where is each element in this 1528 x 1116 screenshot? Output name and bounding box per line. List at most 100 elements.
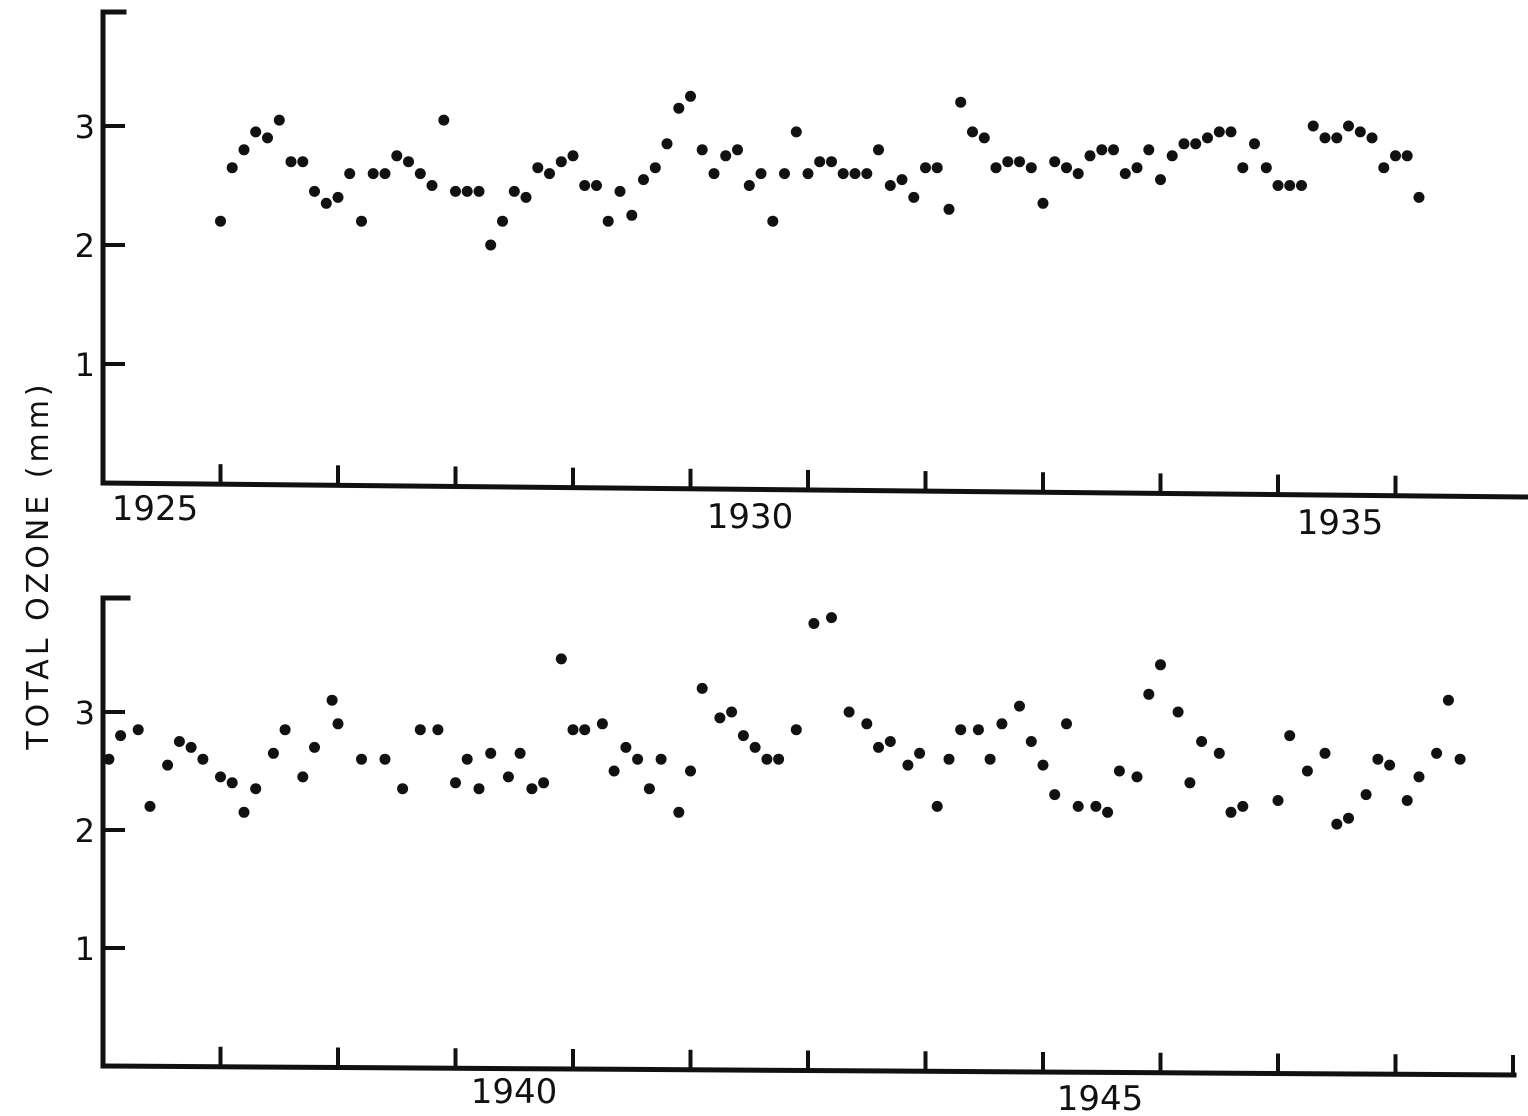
data-point	[1284, 180, 1296, 191]
data-point	[461, 185, 473, 197]
data-point	[955, 724, 967, 736]
data-point	[1272, 795, 1284, 806]
data-point	[356, 215, 367, 227]
panel-1-y-axis	[100, 9, 127, 486]
panel-2-x-axis	[100, 1063, 1517, 1078]
data-point	[391, 150, 403, 162]
data-point	[1037, 197, 1049, 209]
data-point	[1307, 120, 1319, 132]
data-point	[356, 753, 367, 765]
data-point	[808, 618, 820, 629]
data-point	[914, 747, 926, 759]
data-point	[197, 753, 209, 765]
panel-1-y-ticks: 1 2 3	[75, 108, 125, 384]
data-point	[1272, 180, 1284, 191]
data-point	[720, 150, 732, 162]
data-point	[749, 741, 761, 753]
data-point	[1037, 759, 1049, 771]
data-point	[514, 747, 526, 759]
data-point	[1284, 730, 1296, 742]
y-tick-label: 3	[75, 694, 95, 732]
data-point	[931, 162, 943, 174]
data-point	[1331, 818, 1343, 830]
data-point	[978, 132, 990, 144]
y-tick-label: 1	[75, 346, 95, 384]
data-point	[426, 180, 438, 191]
data-point	[1331, 132, 1343, 144]
data-point	[332, 191, 344, 203]
data-point	[1237, 162, 1249, 174]
data-point	[279, 724, 291, 736]
data-point	[1084, 150, 1096, 162]
data-point	[1202, 132, 1213, 144]
data-point	[967, 126, 978, 138]
data-point	[285, 156, 297, 168]
data-point	[779, 168, 790, 180]
data-point	[896, 174, 908, 186]
data-point	[1390, 150, 1401, 162]
data-point	[1442, 694, 1454, 706]
data-point	[632, 753, 644, 765]
data-point	[826, 612, 837, 624]
data-point	[902, 759, 914, 771]
data-point	[955, 96, 967, 108]
data-point	[685, 765, 696, 777]
data-point	[1131, 162, 1143, 174]
data-point	[984, 753, 996, 765]
x-tick-label: 1930	[707, 497, 794, 537]
data-point	[767, 215, 779, 227]
data-point	[602, 215, 614, 227]
y-axis-title: TOTAL OZONE (mm)	[21, 380, 56, 750]
data-point	[309, 185, 320, 197]
data-point	[1002, 156, 1014, 168]
panel-1-x-ticks: 1925 1930 1935	[112, 464, 1398, 543]
data-point	[103, 753, 115, 765]
data-point	[1260, 162, 1272, 174]
data-point	[1155, 174, 1166, 186]
data-point	[1172, 706, 1184, 718]
data-point	[696, 682, 708, 694]
data-point	[755, 168, 767, 180]
data-point	[591, 180, 602, 191]
data-point	[661, 138, 673, 150]
data-point	[432, 724, 444, 736]
data-point	[943, 753, 955, 765]
data-point	[920, 162, 931, 174]
data-point	[1061, 162, 1072, 174]
data-point	[1225, 806, 1237, 818]
data-point	[1184, 777, 1196, 789]
data-point	[267, 747, 279, 759]
panel-2-y-axis	[100, 595, 131, 1069]
data-point	[485, 747, 497, 759]
data-point	[461, 753, 473, 765]
data-point	[826, 156, 837, 168]
data-point	[226, 777, 238, 789]
data-point	[414, 724, 426, 736]
data-point	[497, 215, 508, 227]
data-point	[379, 753, 391, 765]
data-point	[1413, 771, 1425, 783]
data-point	[837, 168, 849, 180]
panel-2-y-ticks: 1 2 3	[75, 694, 125, 968]
data-point	[861, 168, 873, 180]
data-point	[526, 783, 538, 795]
data-point	[843, 706, 855, 718]
panel-2-points	[103, 612, 1466, 830]
data-point	[861, 718, 873, 730]
data-point	[238, 806, 250, 818]
panel-1-x-axis	[100, 480, 1528, 500]
data-point	[397, 783, 409, 795]
data-point	[802, 168, 814, 180]
data-point	[655, 753, 667, 765]
data-point	[473, 185, 485, 197]
data-point	[1384, 759, 1396, 771]
data-point	[732, 144, 743, 156]
data-point	[1354, 126, 1366, 138]
data-point	[608, 765, 620, 777]
data-point	[790, 724, 802, 736]
data-point	[737, 730, 749, 742]
data-point	[262, 132, 273, 144]
panel-2-x-ticks: 1940 1945	[218, 1046, 1515, 1116]
data-point	[626, 209, 638, 221]
data-point	[873, 741, 884, 753]
